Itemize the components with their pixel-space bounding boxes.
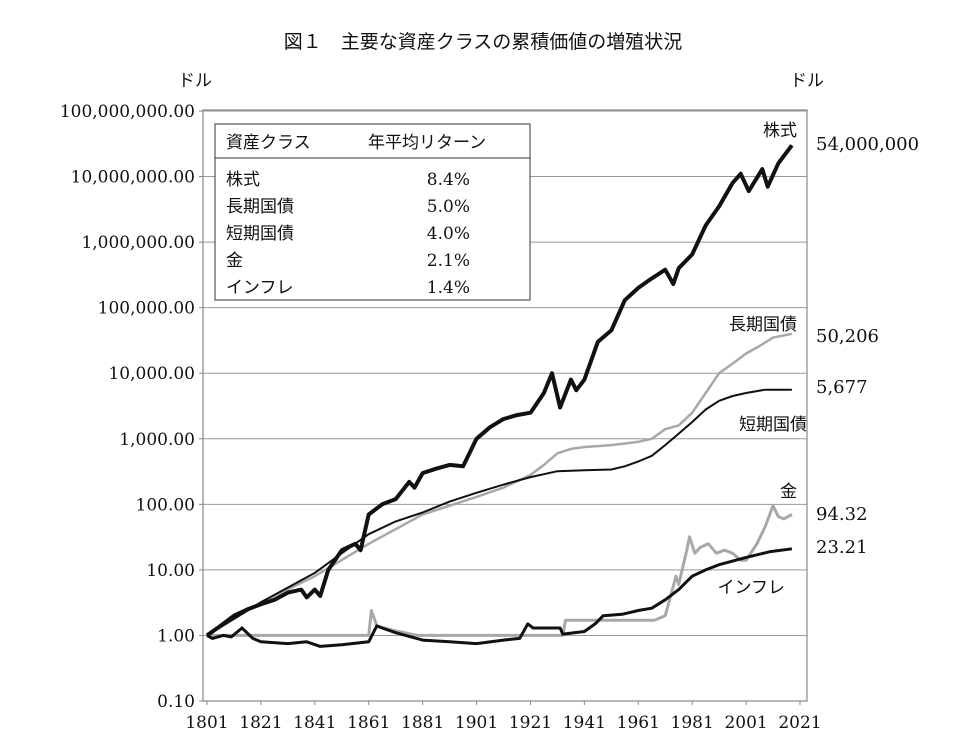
legend-return: 2.1% bbox=[427, 251, 470, 271]
series-line-0 bbox=[205, 144, 794, 638]
series-end-value: 23.21 bbox=[816, 537, 868, 558]
chart-title: 図１ 主要な資産クラスの累積価値の増殖状況 bbox=[284, 31, 683, 53]
x-tick-label: 1881 bbox=[401, 713, 444, 733]
x-tick-label: 2021 bbox=[778, 713, 821, 733]
plot-frame bbox=[202, 109, 808, 702]
y-tick-label: 100,000,000.00 bbox=[60, 102, 195, 122]
x-axis: 1801 1821 1841 1861 1881 1901 1921 1941 1961 1981… bbox=[185, 701, 822, 733]
x-tick-label: 1921 bbox=[509, 713, 552, 733]
y-tick-label: 1,000.00 bbox=[119, 430, 195, 450]
series-end-value: 54,000,000 bbox=[816, 134, 919, 155]
legend-return: 8.4% bbox=[427, 170, 470, 190]
legend-asset: 株式 bbox=[226, 170, 260, 190]
x-tick-label: 1821 bbox=[239, 713, 282, 733]
legend-asset: 金 bbox=[226, 251, 243, 271]
series-line-3 bbox=[207, 504, 793, 637]
x-tick-label: 1981 bbox=[671, 713, 714, 733]
series-name-label: 長期国債 bbox=[729, 315, 797, 335]
y-axis-unit-left: ドル bbox=[178, 71, 212, 91]
x-tick-label: 1801 bbox=[185, 713, 228, 733]
legend-header-return: 年平均リターン bbox=[368, 133, 486, 153]
y-tick-label: 0.10 bbox=[157, 692, 195, 712]
series-end-value: 50,206 bbox=[816, 326, 879, 347]
y-tick-label: 100.00 bbox=[136, 495, 195, 515]
legend-table: 資産クラス 年平均リターン 株式 8.4% 長期国債 5.0% 短期国債 4.0% 金 2.1… bbox=[214, 123, 531, 301]
series-name-label: 株式 bbox=[763, 121, 797, 141]
x-tick-label: 2001 bbox=[724, 713, 767, 733]
y-tick-label: 1,000,000.00 bbox=[81, 233, 195, 253]
legend-header-asset: 資産クラス bbox=[226, 133, 311, 153]
x-tick-label: 1841 bbox=[293, 713, 336, 733]
series-line-2 bbox=[206, 388, 792, 637]
series-lines bbox=[205, 144, 794, 648]
legend-return: 4.0% bbox=[427, 224, 470, 244]
legend-asset: 短期国債 bbox=[226, 224, 294, 244]
x-tick-label: 1941 bbox=[563, 713, 606, 733]
y-tick-label: 10,000.00 bbox=[108, 364, 195, 384]
series-labels: 株式 54,000,000 長期国債 50,206 短期国債 5,677 金 94.32 インフ… bbox=[718, 121, 920, 598]
y-tick-label: 10,000,000.00 bbox=[71, 168, 195, 188]
y-tick-label: 100,000.00 bbox=[98, 299, 195, 319]
series-name-label: 金 bbox=[780, 482, 797, 502]
y-axis-unit-right: ドル bbox=[790, 71, 824, 91]
legend-return: 5.0% bbox=[427, 197, 470, 217]
x-tick-label: 1901 bbox=[455, 713, 498, 733]
y-tick-label: 1.00 bbox=[157, 626, 195, 646]
legend-asset: インフレ bbox=[226, 278, 294, 298]
series-name-label: インフレ bbox=[718, 578, 786, 598]
series-end-value: 94.32 bbox=[816, 504, 868, 525]
legend-box bbox=[214, 123, 531, 301]
legend-return: 1.4% bbox=[427, 278, 470, 298]
series-line-1 bbox=[206, 332, 793, 637]
y-tick-label: 10.00 bbox=[146, 561, 195, 581]
x-tick-label: 1961 bbox=[617, 713, 660, 733]
series-name-label: 短期国債 bbox=[739, 415, 807, 435]
series-line-4 bbox=[206, 547, 793, 648]
series-end-value: 5,677 bbox=[816, 377, 868, 398]
y-axis: 100,000,000.00 10,000,000.00 1,000,000.00 1… bbox=[60, 102, 195, 712]
x-tick-label: 1861 bbox=[347, 713, 390, 733]
legend-asset: 長期国債 bbox=[226, 197, 294, 217]
